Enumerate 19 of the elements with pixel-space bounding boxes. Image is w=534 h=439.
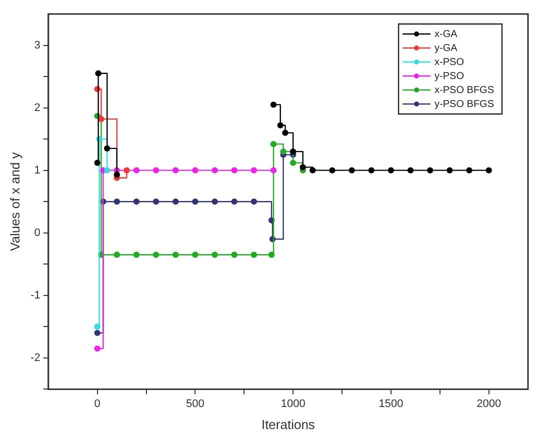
- x-tick-label: 0: [94, 398, 100, 410]
- x-tick-label: 1000: [280, 398, 306, 410]
- y-tick-label: -2: [30, 352, 40, 364]
- y-tick-label: 0: [34, 226, 40, 239]
- x-tick-label: 2000: [476, 398, 502, 410]
- x-axis-title: Iterations: [261, 416, 316, 432]
- x-tick-label: 1500: [378, 398, 404, 410]
- y-tick-label: 3: [34, 39, 40, 52]
- y-axis-title: Values of x and y: [7, 152, 22, 251]
- y-tick-label: 1: [34, 164, 40, 176]
- legend-label: y-PSO BFGS: [434, 98, 494, 110]
- legend-label: x-PSO BFGS: [434, 84, 494, 96]
- legend-label: y-GA: [434, 42, 458, 54]
- legend-label: x-GA: [434, 28, 458, 40]
- y-tick-label: 2: [34, 102, 40, 114]
- y-tick-label: -1: [30, 289, 40, 302]
- legend-label: y-PSO: [434, 70, 464, 82]
- legend-label: x-PSO: [434, 56, 464, 68]
- x-tick-label: 500: [186, 398, 204, 410]
